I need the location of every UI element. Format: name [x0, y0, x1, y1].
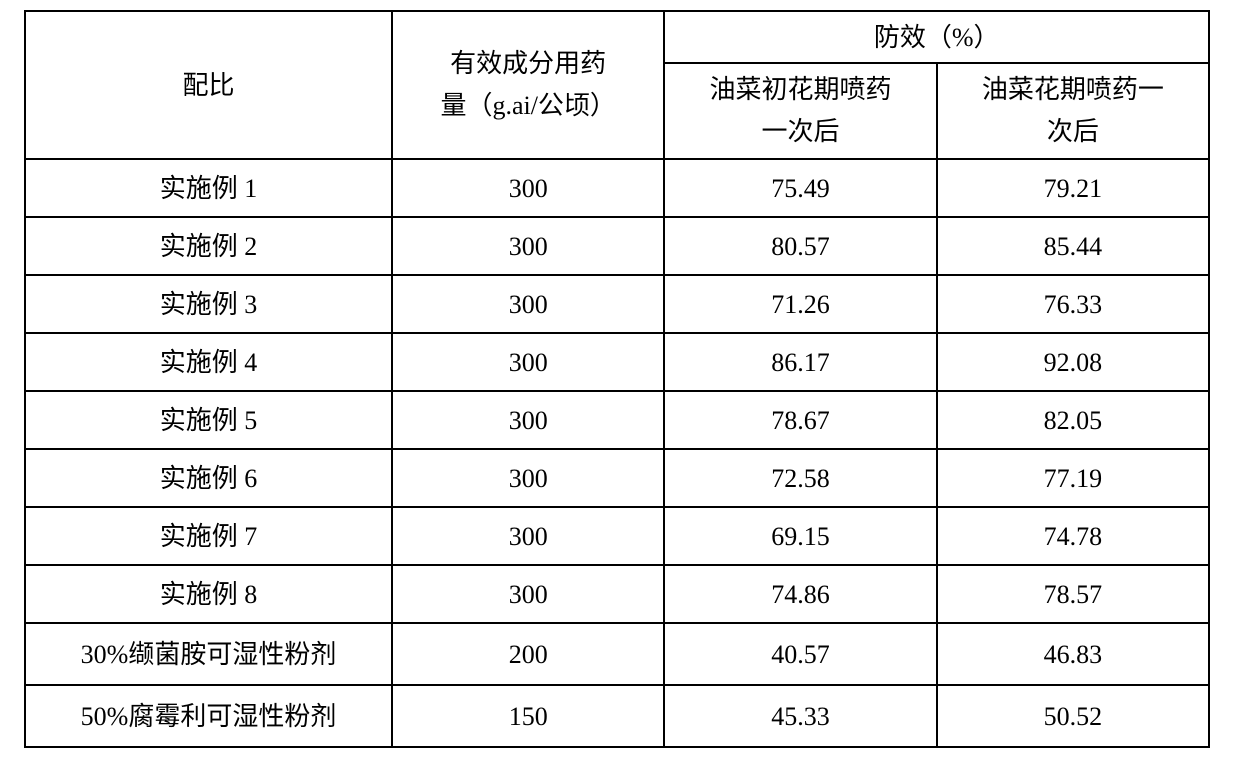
cell-dosage: 300: [392, 159, 664, 217]
cell-v2: 82.05: [937, 391, 1209, 449]
cell-dosage: 300: [392, 507, 664, 565]
table-body: 实施例 1 300 75.49 79.21 实施例 2 300 80.57 85…: [25, 159, 1209, 747]
cell-v2: 85.44: [937, 217, 1209, 275]
cell-dosage: 300: [392, 449, 664, 507]
table-row: 实施例 8 300 74.86 78.57: [25, 565, 1209, 623]
efficacy-table: 配比 有效成分用药 量（g.ai/公顷） 防效（%） 油菜初花期喷药 一次后: [24, 10, 1210, 748]
col-header-efficacy-label: 防效（%）: [874, 23, 1000, 52]
col-subheader-early-label: 油菜初花期喷药 一次后: [709, 69, 891, 152]
cell-ratio: 实施例 6: [25, 449, 392, 507]
table-row: 实施例 3 300 71.26 76.33: [25, 275, 1209, 333]
col-header-ratio: 配比: [25, 11, 392, 159]
cell-v1: 71.26: [664, 275, 936, 333]
cell-v1: 74.86: [664, 565, 936, 623]
cell-dosage: 150: [392, 685, 664, 747]
cell-dosage: 300: [392, 391, 664, 449]
cell-v1: 40.57: [664, 623, 936, 685]
cell-dosage: 300: [392, 333, 664, 391]
cell-v2: 46.83: [937, 623, 1209, 685]
cell-ratio: 实施例 8: [25, 565, 392, 623]
col-header-ratio-label: 配比: [183, 71, 235, 100]
table-row: 实施例 2 300 80.57 85.44: [25, 217, 1209, 275]
col-header-efficacy: 防效（%）: [664, 11, 1209, 63]
cell-v1: 86.17: [664, 333, 936, 391]
cell-v1: 69.15: [664, 507, 936, 565]
cell-ratio: 实施例 1: [25, 159, 392, 217]
cell-v1: 78.67: [664, 391, 936, 449]
cell-v2: 78.57: [937, 565, 1209, 623]
table-row: 30%缬菌胺可湿性粉剂 200 40.57 46.83: [25, 623, 1209, 685]
cell-v2: 50.52: [937, 685, 1209, 747]
cell-v2: 74.78: [937, 507, 1209, 565]
col-subheader-flower-label: 油菜花期喷药一 次后: [982, 69, 1164, 152]
table-row: 实施例 6 300 72.58 77.19: [25, 449, 1209, 507]
table-row: 50%腐霉利可湿性粉剂 150 45.33 50.52: [25, 685, 1209, 747]
cell-dosage: 300: [392, 275, 664, 333]
cell-v2: 76.33: [937, 275, 1209, 333]
cell-v1: 75.49: [664, 159, 936, 217]
cell-dosage: 200: [392, 623, 664, 685]
cell-ratio: 30%缬菌胺可湿性粉剂: [25, 623, 392, 685]
table-row: 实施例 4 300 86.17 92.08: [25, 333, 1209, 391]
col-header-dosage: 有效成分用药 量（g.ai/公顷）: [392, 11, 664, 159]
table-row: 实施例 1 300 75.49 79.21: [25, 159, 1209, 217]
cell-v2: 92.08: [937, 333, 1209, 391]
cell-v2: 79.21: [937, 159, 1209, 217]
cell-ratio: 实施例 3: [25, 275, 392, 333]
col-subheader-early: 油菜初花期喷药 一次后: [664, 63, 936, 159]
cell-dosage: 300: [392, 565, 664, 623]
cell-v1: 72.58: [664, 449, 936, 507]
table-row: 实施例 7 300 69.15 74.78: [25, 507, 1209, 565]
col-header-dosage-label: 有效成分用药 量（g.ai/公顷）: [440, 43, 616, 126]
efficacy-table-container: 配比 有效成分用药 量（g.ai/公顷） 防效（%） 油菜初花期喷药 一次后: [0, 0, 1240, 768]
cell-dosage: 300: [392, 217, 664, 275]
col-subheader-flower: 油菜花期喷药一 次后: [937, 63, 1209, 159]
cell-ratio: 实施例 7: [25, 507, 392, 565]
cell-v1: 80.57: [664, 217, 936, 275]
cell-ratio: 50%腐霉利可湿性粉剂: [25, 685, 392, 747]
cell-ratio: 实施例 2: [25, 217, 392, 275]
cell-ratio: 实施例 5: [25, 391, 392, 449]
table-row: 实施例 5 300 78.67 82.05: [25, 391, 1209, 449]
cell-v1: 45.33: [664, 685, 936, 747]
cell-ratio: 实施例 4: [25, 333, 392, 391]
cell-v2: 77.19: [937, 449, 1209, 507]
